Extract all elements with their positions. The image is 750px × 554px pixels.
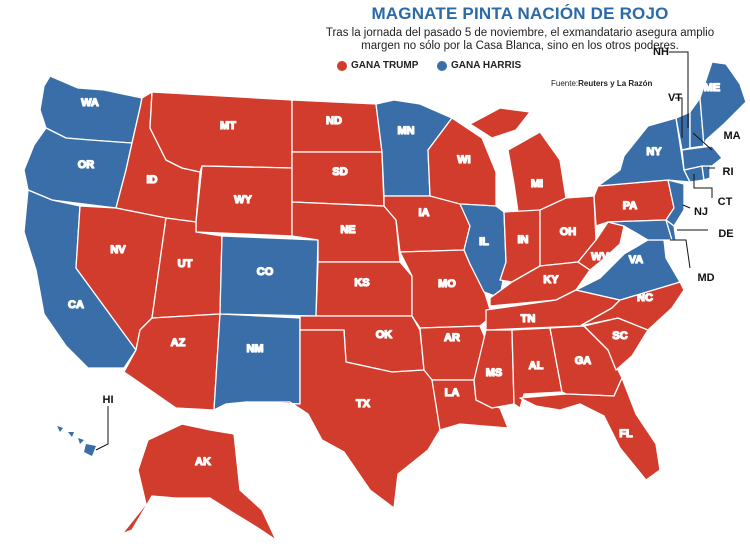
- svg-text:WA: WA: [81, 97, 99, 109]
- svg-text:KS: KS: [354, 277, 369, 289]
- map-title: MAGNATE PINTA NACIÓN DE ROJO: [371, 4, 669, 23]
- svg-text:IA: IA: [419, 207, 430, 219]
- state-nc: NC: [579, 281, 685, 331]
- subtitle-line-2: margen no sólo por la Casa Blanca, sino …: [361, 40, 679, 52]
- label-ma: MA: [723, 130, 740, 142]
- svg-text:NE: NE: [340, 224, 355, 236]
- legend-trump-label: GANA TRUMP: [351, 60, 419, 71]
- legend-harris: GANA HARRIS: [437, 60, 521, 71]
- label-ct: CT: [718, 196, 733, 208]
- svg-text:CA: CA: [68, 299, 84, 311]
- nh-leader-line: [669, 51, 689, 128]
- svg-text:PA: PA: [623, 200, 638, 212]
- state-nd: ND: [291, 99, 383, 153]
- svg-text:WY: WY: [234, 194, 252, 206]
- vt-leader-line: [675, 97, 683, 138]
- svg-text:OK: OK: [376, 329, 393, 341]
- svg-text:MO: MO: [438, 278, 456, 290]
- state-ca: CA: [23, 189, 137, 369]
- state-mn: MN: [375, 99, 453, 197]
- hi-leader-line: [95, 406, 109, 451]
- svg-text:NM: NM: [246, 343, 263, 355]
- label-nj: NJ: [694, 206, 708, 218]
- state-sd: SD: [291, 151, 385, 207]
- svg-text:FL: FL: [619, 428, 633, 440]
- ma-leader-line: [692, 132, 713, 151]
- svg-text:GA: GA: [575, 355, 592, 367]
- svg-text:VA: VA: [629, 254, 644, 266]
- svg-text:NV: NV: [110, 244, 126, 256]
- state-ma: [681, 145, 723, 171]
- legend-harris-swatch: [437, 60, 447, 71]
- state-co: CO: [219, 235, 319, 317]
- svg-text:CO: CO: [257, 266, 274, 278]
- svg-text:TN: TN: [521, 313, 536, 325]
- label-ri: RI: [723, 166, 734, 178]
- svg-text:AK: AK: [195, 456, 211, 468]
- svg-text:LA: LA: [445, 387, 460, 399]
- svg-text:ID: ID: [147, 174, 158, 186]
- state-wv: WV: [577, 221, 625, 271]
- svg-text:MN: MN: [397, 125, 414, 137]
- state-nm: NM: [213, 313, 301, 411]
- svg-text:IL: IL: [479, 236, 489, 248]
- svg-text:AZ: AZ: [171, 337, 186, 349]
- state-wy: WY: [195, 165, 293, 237]
- state-ny: NY: [597, 117, 691, 187]
- state-fl: FL: [519, 377, 661, 481]
- svg-text:WI: WI: [457, 154, 470, 166]
- subtitle-line-1: Tras la jornada del pasado 5 de noviembr…: [325, 27, 715, 39]
- state-hi: [57, 426, 96, 456]
- svg-text:OH: OH: [560, 226, 577, 238]
- svg-text:UT: UT: [178, 258, 193, 270]
- svg-text:NY: NY: [646, 146, 662, 158]
- svg-text:MS: MS: [486, 367, 503, 379]
- label-nh: NH: [653, 46, 669, 58]
- legend-trump: GANA TRUMP: [337, 60, 418, 71]
- label-hi: HI: [103, 394, 114, 406]
- svg-text:NC: NC: [637, 292, 653, 304]
- svg-text:MI: MI: [531, 178, 543, 190]
- source-text: Reuters y La Razón: [578, 79, 653, 88]
- svg-text:AR: AR: [444, 332, 460, 344]
- md-leader-line: [670, 239, 691, 269]
- svg-text:AL: AL: [529, 360, 544, 372]
- state-or: OR: [23, 127, 133, 209]
- nj-leader-line: [682, 204, 691, 209]
- state-mt: MT: [149, 91, 293, 173]
- svg-text:SD: SD: [332, 166, 347, 178]
- state-ks: KS: [315, 261, 413, 317]
- svg-text:TX: TX: [356, 398, 371, 410]
- ct-leader-line: [693, 174, 713, 198]
- source-prefix: Fuente:: [551, 79, 579, 88]
- legend-trump-swatch: [337, 60, 347, 71]
- svg-text:IN: IN: [518, 234, 529, 246]
- state-wi: WI: [427, 117, 497, 207]
- state-tx: TX: [245, 329, 441, 509]
- state-al: AL: [511, 327, 563, 409]
- map-subtitle: Tras la jornada del pasado 5 de noviembr…: [300, 27, 740, 53]
- state-wa: WA: [39, 75, 143, 144]
- svg-text:WV: WV: [591, 251, 609, 263]
- state-pa: PA: [593, 179, 675, 227]
- source-note: Fuente:Reuters y La Razón: [551, 79, 652, 88]
- svg-text:SC: SC: [612, 330, 627, 342]
- svg-text:ME: ME: [704, 82, 721, 94]
- label-md: MD: [697, 272, 714, 284]
- legend-harris-label: GANA HARRIS: [451, 60, 522, 71]
- label-vt: VT: [668, 92, 682, 104]
- svg-text:MT: MT: [220, 120, 236, 132]
- state-il: IL: [459, 203, 507, 299]
- state-ak: AK: [121, 423, 277, 541]
- state-ar: AR: [419, 325, 487, 381]
- svg-text:KY: KY: [543, 274, 559, 286]
- svg-text:OR: OR: [78, 159, 95, 171]
- label-de: DE: [718, 228, 733, 240]
- svg-text:ND: ND: [326, 115, 342, 127]
